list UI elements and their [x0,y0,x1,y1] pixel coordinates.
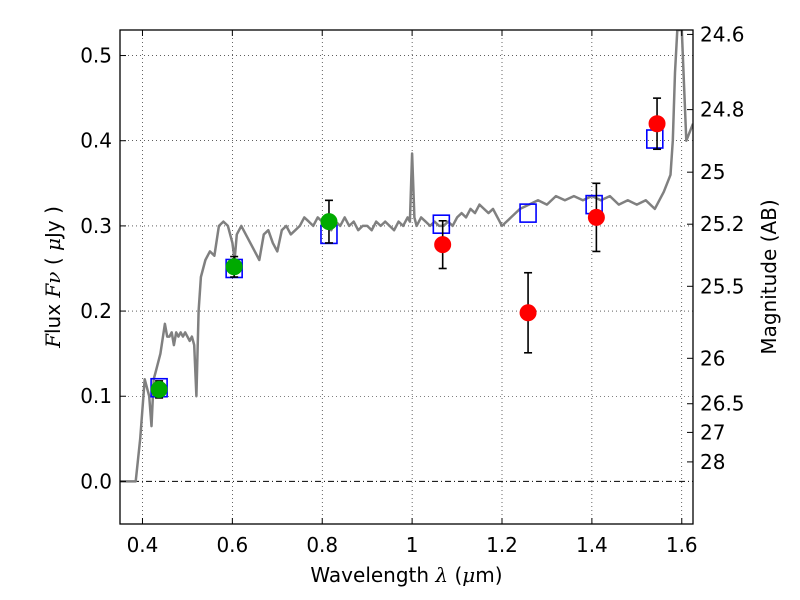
model-flux-square [519,203,537,223]
y-tick-label: 0.4 [80,129,112,153]
x-axis-label: Wavelength λ (μm) [310,563,502,587]
y2-tick-label: 25 [700,160,725,184]
x-tick-label: 0.4 [127,533,159,557]
y-tick-label: 0.0 [80,469,112,493]
y-axis-label: Flux Fν ( μJy ) [41,206,65,349]
y2-tick-label: 27 [700,420,725,444]
photometry-point [150,380,168,398]
y-tick-label: 0.2 [80,299,112,323]
axis-ticks: 0.4 0.6 0.8 1 1.2 1.4 1.6 0.0 0.1 0.2 0.3 0.4 0.5 24.… [80,22,744,557]
x-tick-label: 1.2 [486,533,518,557]
photometry-point [320,213,338,231]
photometry-point [434,236,452,254]
photometry-point [225,258,243,276]
y2-tick-label: 25.2 [700,212,745,236]
y-tick-label: 0.1 [80,384,112,408]
y2-tick-label: 26.5 [700,392,745,416]
x-tick-label: 0.8 [306,533,338,557]
x-tick-label: 0.6 [216,533,248,557]
y2-tick-label: 26 [700,346,725,370]
plot-area [120,30,693,483]
photometry-point [648,115,666,133]
y2-tick-label: 28 [700,450,725,474]
y2-tick-label: 25.5 [700,274,745,298]
model-spectrum-line [120,30,693,483]
model-flux-square [432,214,451,234]
x-tick-label: 1.4 [576,533,608,557]
x-tick-label: 1 [406,533,419,557]
model-flux-square [645,129,664,149]
y-tick-label: 0.5 [80,44,112,68]
grid-lines [120,30,693,524]
photometry-point [519,304,537,322]
y2-axis-label: Magnitude (AB) [757,199,781,354]
y2-tick-label: 24.8 [700,98,745,122]
x-tick-label: 1.6 [666,533,698,557]
plot-frame [119,29,694,525]
y2-tick-label: 24.6 [700,22,745,46]
photometry-point [587,208,605,226]
y-tick-label: 0.3 [80,214,112,238]
